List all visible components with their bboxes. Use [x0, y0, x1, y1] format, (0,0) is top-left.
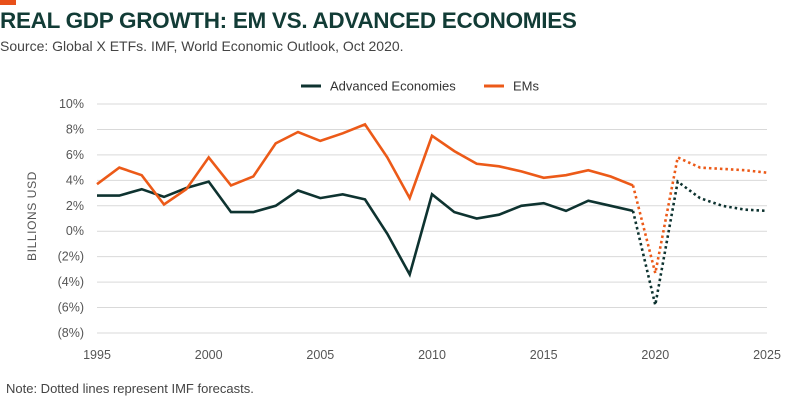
- y-tick-label: 0%: [66, 224, 84, 238]
- y-tick-label: 10%: [59, 97, 84, 111]
- y-axis-ticks: 10% 8% 6% 4% 2% 0% (2%) (4%) (6%) (8%): [58, 97, 84, 340]
- gridlines: [97, 103, 767, 334]
- legend-label-advanced-economies: Advanced Economies: [330, 79, 456, 94]
- y-tick-label: (4%): [58, 275, 84, 289]
- series-forecast-ems: [631, 155, 768, 274]
- series-forecast-advanced-economies: [631, 179, 768, 306]
- x-tick-label: 2015: [530, 348, 558, 362]
- y-tick-label: (6%): [58, 301, 84, 315]
- y-tick-label: (8%): [58, 326, 84, 340]
- chart-title: REAL GDP GROWTH: EM VS. ADVANCED ECONOMI…: [0, 8, 577, 33]
- y-tick-label: (2%): [58, 250, 84, 264]
- x-tick-label: 2020: [641, 348, 669, 362]
- x-axis-ticks: 1995 2000 2005 2010 2015 2020 2025: [83, 348, 781, 362]
- chart-source: Source: Global X ETFs. IMF, World Econom…: [0, 38, 404, 54]
- accent-bar: [0, 0, 16, 5]
- legend-label-ems: EMs: [513, 79, 540, 94]
- y-tick-label: 4%: [66, 173, 84, 187]
- series-line-ems: [96, 122, 634, 207]
- footnote: Note: Dotted lines represent IMF forecas…: [6, 381, 254, 396]
- x-tick-label: 2010: [418, 348, 446, 362]
- x-tick-label: 2000: [195, 348, 223, 362]
- y-tick-label: 6%: [66, 148, 84, 162]
- y-tick-label: 8%: [66, 122, 84, 136]
- x-tick-label: 2025: [753, 348, 781, 362]
- legend: Advanced Economies EMs: [301, 79, 540, 94]
- series-lines: [96, 122, 768, 306]
- y-axis-label: BILLIONS USD: [25, 171, 39, 261]
- y-tick-label: 2%: [66, 199, 84, 213]
- x-tick-label: 1995: [83, 348, 111, 362]
- x-tick-label: 2005: [306, 348, 334, 362]
